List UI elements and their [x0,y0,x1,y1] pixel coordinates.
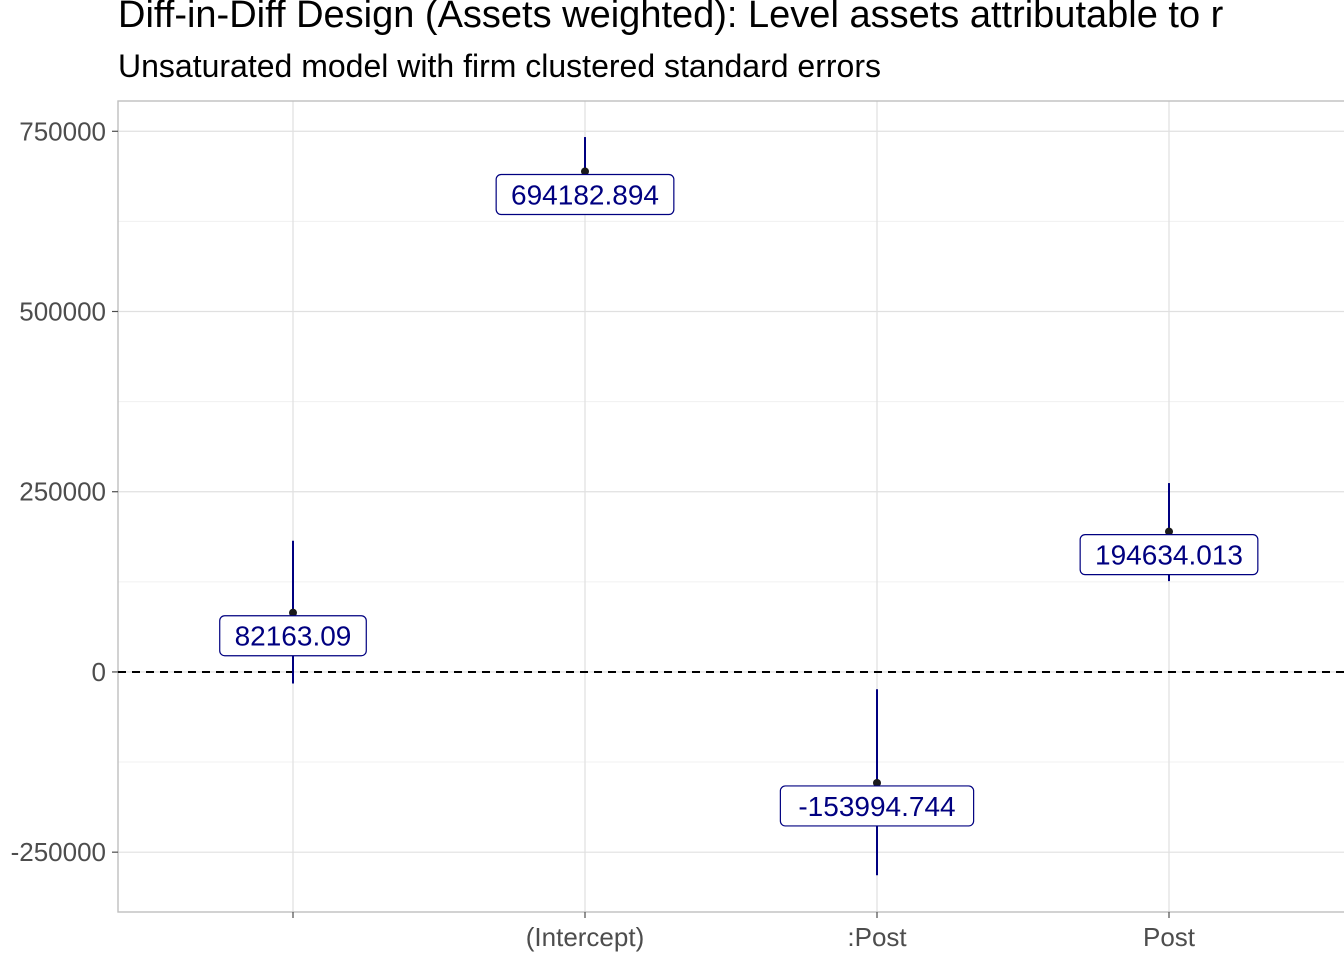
data-label: 82163.09 [235,621,352,652]
data-label-box [219,615,367,657]
data-label-box [1079,534,1259,576]
point-estimate [581,167,589,176]
chart-subtitle: Unsaturated model with firm clustered st… [118,48,881,84]
point-estimate [1165,527,1173,536]
y-tick-label: 0 [92,657,106,687]
y-tick-label: 500000 [19,296,106,326]
data-label-box [779,785,975,827]
data-label-box [495,173,675,216]
y-tick-label: -250000 [11,837,106,867]
panel-border [117,100,1344,913]
point-estimate [873,778,881,787]
x-tick-label: :Post [847,922,907,952]
data-label: 194634.013 [1095,540,1243,571]
y-tick-label: 750000 [19,116,106,146]
x-tick-label: Post [1143,922,1196,952]
x-tick-label: (Intercept) [526,922,645,952]
point-estimate [289,608,297,617]
data-label: -153994.744 [798,791,955,822]
y-tick-label: 250000 [19,477,106,507]
chart-title: Diff-in-Diff Design (Assets weighted): L… [118,0,1224,36]
data-label: 694182.894 [511,180,659,211]
